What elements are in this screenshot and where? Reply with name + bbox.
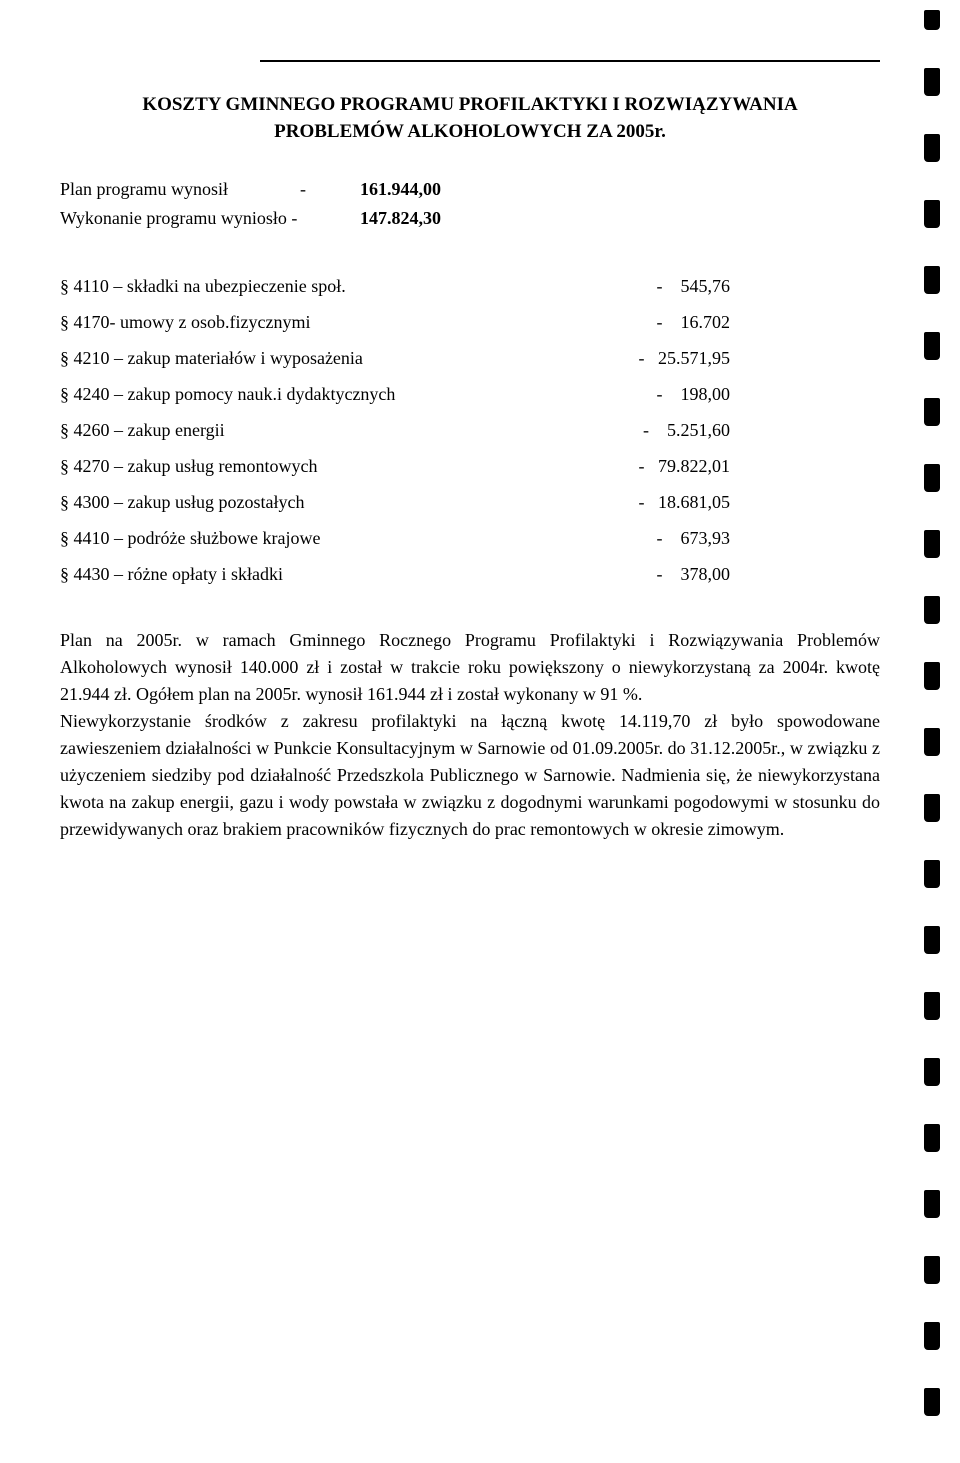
item-label: § 4210 – zakup materiałów i wyposażenia — [60, 340, 363, 376]
binding-mark — [924, 332, 940, 360]
item-label: § 4110 – składki na ubezpieczenie społ. — [60, 268, 346, 304]
item-label: § 4260 – zakup energii — [60, 412, 225, 448]
item-row: § 4110 – składki na ubezpieczenie społ. … — [60, 268, 880, 304]
item-label: § 4240 – zakup pomocy nauk.i dydaktyczny… — [60, 376, 395, 412]
binding-mark — [924, 662, 940, 690]
item-label: § 4170- umowy z osob.fizycznymi — [60, 304, 310, 340]
plan-spacer-2 — [320, 204, 360, 233]
binding-mark — [924, 860, 940, 888]
binding-mark — [924, 1190, 940, 1218]
binding-mark — [924, 596, 940, 624]
plan-section: Plan programu wynosił - 161.944,00 Wykon… — [60, 175, 880, 233]
binding-mark — [924, 200, 940, 228]
plan-label-1: Plan programu wynosił — [60, 175, 300, 204]
binding-mark — [924, 134, 940, 162]
binding-mark — [924, 1124, 940, 1152]
binding-mark — [924, 1322, 940, 1350]
binding-mark — [924, 794, 940, 822]
binding-mark — [924, 728, 940, 756]
item-row: § 4430 – różne opłaty i składki - 378,00 — [60, 556, 880, 592]
binding-mark — [924, 10, 940, 30]
plan-row-1: Plan programu wynosił - 161.944,00 — [60, 175, 880, 204]
top-rule-line — [260, 60, 880, 62]
item-value-group: - 545,76 — [657, 268, 731, 304]
binding-marks — [924, 10, 940, 1416]
title-line-2: PROBLEMÓW ALKOHOLOWYCH ZA 2005r. — [274, 121, 666, 142]
plan-spacer-1 — [320, 175, 360, 204]
item-row: § 4210 – zakup materiałów i wyposażenia … — [60, 340, 880, 376]
item-value-group: - 16.702 — [657, 304, 731, 340]
plan-row-2: Wykonanie programu wyniosło - 147.824,30 — [60, 204, 880, 233]
item-row: § 4170- umowy z osob.fizycznymi - 16.702 — [60, 304, 880, 340]
item-value-group: - 378,00 — [657, 556, 731, 592]
plan-dash-1: - — [300, 175, 320, 204]
item-row: § 4260 – zakup energii - 5.251,60 — [60, 412, 880, 448]
item-row: § 4240 – zakup pomocy nauk.i dydaktyczny… — [60, 376, 880, 412]
item-label: § 4300 – zakup usług pozostałych — [60, 484, 304, 520]
item-value-group: - 79.822,01 — [639, 448, 731, 484]
item-label: § 4270 – zakup usług remontowych — [60, 448, 317, 484]
plan-value-1: 161.944,00 — [360, 175, 441, 204]
binding-mark — [924, 398, 940, 426]
document-title: KOSZTY GMINNEGO PROGRAMU PROFILAKTYKI I … — [60, 92, 880, 145]
binding-mark — [924, 1058, 940, 1086]
item-row: § 4270 – zakup usług remontowych - 79.82… — [60, 448, 880, 484]
item-value-group: - 198,00 — [657, 376, 731, 412]
item-label: § 4430 – różne opłaty i składki — [60, 556, 283, 592]
items-section: § 4110 – składki na ubezpieczenie społ. … — [60, 268, 880, 592]
item-row: § 4410 – podróże służbowe krajowe - 673,… — [60, 520, 880, 556]
item-value-group: - 25.571,95 — [639, 340, 731, 376]
plan-value-2: 147.824,30 — [360, 204, 441, 233]
binding-mark — [924, 266, 940, 294]
item-label: § 4410 – podróże służbowe krajowe — [60, 520, 320, 556]
title-line-1: KOSZTY GMINNEGO PROGRAMU PROFILAKTYKI I … — [142, 94, 797, 115]
binding-mark — [924, 1256, 940, 1284]
item-row: § 4300 – zakup usług pozostałych - 18.68… — [60, 484, 880, 520]
item-value-group: - 5.251,60 — [643, 412, 730, 448]
item-value-group: - 673,93 — [657, 520, 731, 556]
binding-mark — [924, 926, 940, 954]
binding-mark — [924, 1388, 940, 1416]
plan-label-2: Wykonanie programu wyniosło - — [60, 204, 320, 233]
item-value-group: - 18.681,05 — [639, 484, 731, 520]
binding-mark — [924, 992, 940, 1020]
binding-mark — [924, 68, 940, 96]
binding-mark — [924, 530, 940, 558]
binding-mark — [924, 464, 940, 492]
body-paragraph: Plan na 2005r. w ramach Gminnego Roczneg… — [60, 627, 880, 843]
